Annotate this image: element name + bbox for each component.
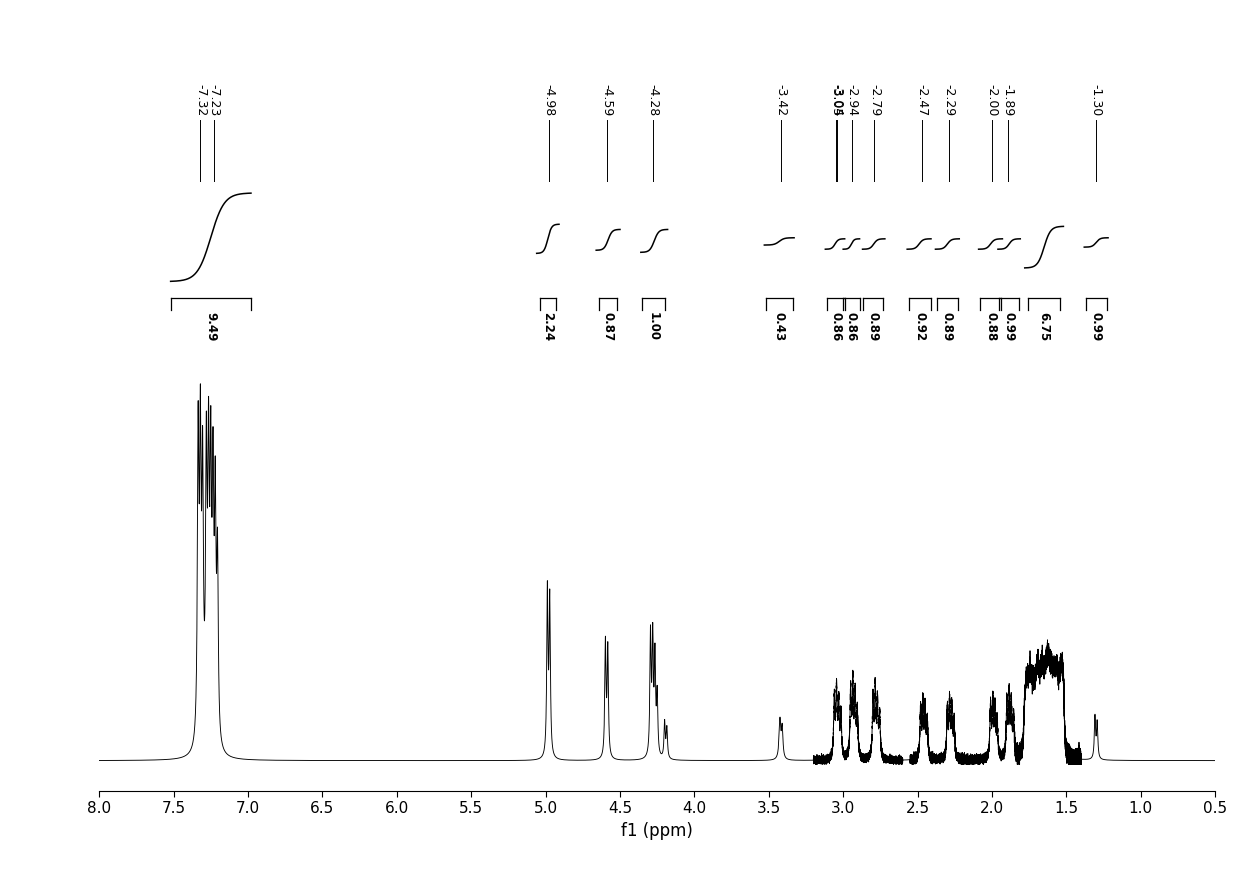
Text: -2.29: -2.29 <box>942 84 955 116</box>
Text: -2.79: -2.79 <box>868 84 880 116</box>
Text: 0.89: 0.89 <box>941 312 954 342</box>
Text: -2.94: -2.94 <box>846 84 858 116</box>
Text: -4.98: -4.98 <box>542 84 556 116</box>
Text: 0.87: 0.87 <box>601 312 615 342</box>
Text: 0.92: 0.92 <box>914 312 926 342</box>
Text: 0.99: 0.99 <box>1003 312 1016 342</box>
Text: -4.28: -4.28 <box>646 84 660 116</box>
Text: -1.30: -1.30 <box>1090 84 1102 116</box>
Text: 0.89: 0.89 <box>867 312 879 342</box>
Text: 9.49: 9.49 <box>205 312 217 342</box>
Text: -7.32: -7.32 <box>193 84 207 116</box>
Text: 0.99: 0.99 <box>1090 312 1102 342</box>
Text: 2.24: 2.24 <box>542 312 554 342</box>
Text: 0.88: 0.88 <box>985 312 997 342</box>
Text: 1.00: 1.00 <box>647 312 660 341</box>
Text: -1.89: -1.89 <box>1002 84 1014 116</box>
Text: -2.00: -2.00 <box>986 84 998 116</box>
X-axis label: f1 (ppm): f1 (ppm) <box>621 822 693 839</box>
Text: 6.75: 6.75 <box>1038 312 1050 342</box>
Text: -2.47: -2.47 <box>915 84 929 116</box>
Text: -3.42: -3.42 <box>774 84 787 116</box>
Text: -3.05: -3.05 <box>830 84 842 116</box>
Text: -3.04: -3.04 <box>831 84 843 116</box>
Text: -4.59: -4.59 <box>600 84 613 116</box>
Text: 0.43: 0.43 <box>773 312 786 342</box>
Text: 0.86: 0.86 <box>844 312 858 342</box>
Text: -7.23: -7.23 <box>207 84 221 116</box>
Text: 0.86: 0.86 <box>830 312 842 342</box>
